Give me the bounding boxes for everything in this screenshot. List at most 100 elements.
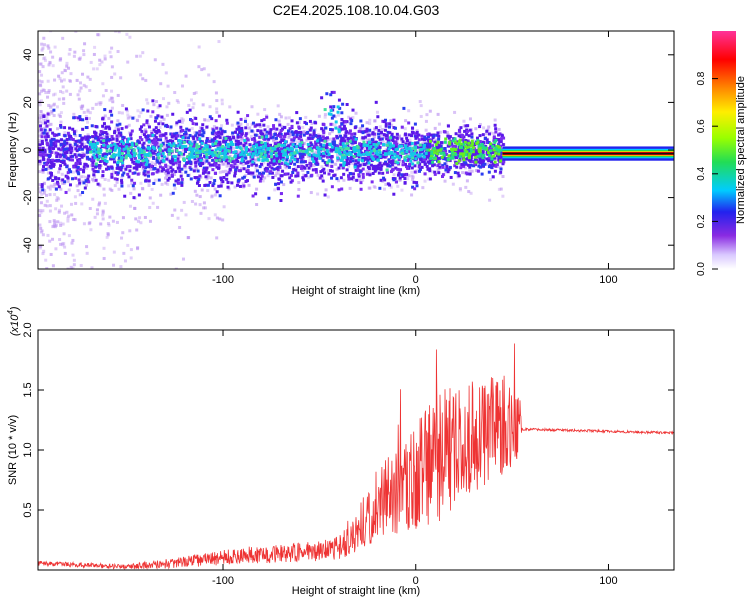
spectrogram-core-cell [431,160,435,164]
spectrogram-cell [246,169,250,173]
spectrogram-cell [43,121,47,125]
spectrogram-faint-cell [213,193,217,197]
spectrogram-cell [424,157,428,161]
spectrogram-cell [142,133,146,137]
spectrogram-core-cell [338,146,342,150]
spectrogram-core-cell [318,156,322,160]
spectrogram-core-cell [195,145,199,149]
spectrogram-cell [217,184,221,188]
spectrogram-cell [156,138,160,142]
spectrogram-cell [398,176,402,180]
spectrogram-core-cell [106,145,110,149]
spectrogram-cell [207,139,211,143]
spectrogram-cell [70,146,74,150]
spectrogram-cell [74,147,78,151]
spectrogram-faint-cell [320,165,324,169]
spectrogram-faint-cell [225,164,229,168]
spectrogram-cell [332,105,336,109]
spectrogram-core-cell [188,153,192,157]
spectrogram-cell [268,161,272,165]
spectrogram-core-cell [484,146,488,150]
spectrogram-faint-cell [215,216,219,220]
bottom-plot-area [38,330,674,570]
spectrogram-cell [344,120,348,124]
spectrogram-cell [194,116,198,120]
spectrogram-cell [295,160,299,164]
spectrogram-cell [205,166,209,170]
spectrogram-faint-cell [148,206,152,210]
spectrogram-cell [65,138,69,142]
spectrogram-cell [220,159,224,163]
spectrogram-cell [168,139,172,143]
spectrogram-core-cell [376,152,380,156]
spectrogram-cell [225,173,229,177]
spectrogram-core-cell [400,151,404,155]
spectrogram-cell [175,131,179,135]
spectrogram-faint-cell [45,199,49,203]
spectrogram-cell [183,136,187,140]
spectrogram-faint-cell [408,138,412,142]
spectrogram-faint-cell [206,189,210,193]
spectrogram-cell [177,153,181,157]
spectrogram-cell [294,130,298,134]
spectrogram-core-cell [223,150,227,154]
spectrogram-cell [352,137,356,141]
spectrogram-faint-cell [273,188,277,192]
spectrogram-faint-cell [335,153,339,157]
spectrogram-faint-cell [69,265,73,269]
spectrogram-core-cell [177,139,181,143]
spectrogram-core-cell [90,145,94,149]
spectrogram-core-cell [284,161,288,165]
spectrogram-cell [85,137,89,141]
spectrogram-core-cell [264,153,268,157]
spectrogram-core-cell [135,159,139,163]
spectrogram-faint-cell [88,221,92,225]
spectrogram-faint-cell [172,148,176,152]
spectrogram-faint-cell [261,179,265,183]
spectrogram-cell [82,170,86,174]
spectrogram-faint-cell [362,146,366,150]
spectrogram-core-cell [315,139,319,143]
spectrogram-cell [274,143,278,147]
spectrogram-cell [97,164,101,168]
spectrogram-faint-cell [497,187,501,191]
spectrogram-cell [444,149,448,153]
spectrogram-cell [54,187,58,191]
spectrogram-core-cell [229,140,233,144]
spectrogram-faint-cell [241,182,245,186]
spectrogram-faint-cell [38,186,42,190]
spectrogram-core-cell [250,155,254,159]
spectrogram-faint-cell [222,205,226,209]
spectrogram-cell [283,132,287,136]
spectrogram-cell [171,132,175,136]
spectrogram-faint-cell [56,220,60,224]
spectrogram-faint-cell [46,164,50,168]
spectrogram-cell [370,180,374,184]
spectrogram-cell [66,176,70,180]
spectrogram-cell [165,157,169,161]
spectrogram-faint-cell [146,123,150,127]
spectrogram-core-cell [114,153,118,157]
spectrogram-faint-cell [407,174,411,178]
spectrogram-cell [269,133,273,137]
spectrogram-cell [83,135,87,139]
spectrogram-faint-cell [77,118,81,122]
spectrogram-cell [413,164,417,168]
spectrogram-core-cell [117,152,121,156]
spectrogram-cell [458,130,462,134]
spectrogram-cell [193,140,197,144]
spectrogram-cell [226,181,230,185]
spectrogram-core-cell [240,150,244,154]
spectrogram-cell [377,163,381,167]
spectrogram-core-cell [441,151,445,155]
spectrogram-faint-cell [66,219,70,223]
spectrogram-cell [355,178,359,182]
spectrogram-cell [176,166,180,170]
spectrogram-cell [122,171,126,175]
spectrogram-cell [246,114,250,118]
spectrogram-cell [38,153,42,157]
spectrogram-core-cell [274,151,278,155]
spectrogram-cell [361,167,365,171]
spectrogram-faint-cell [314,150,318,154]
spectrogram-cell [73,142,77,146]
